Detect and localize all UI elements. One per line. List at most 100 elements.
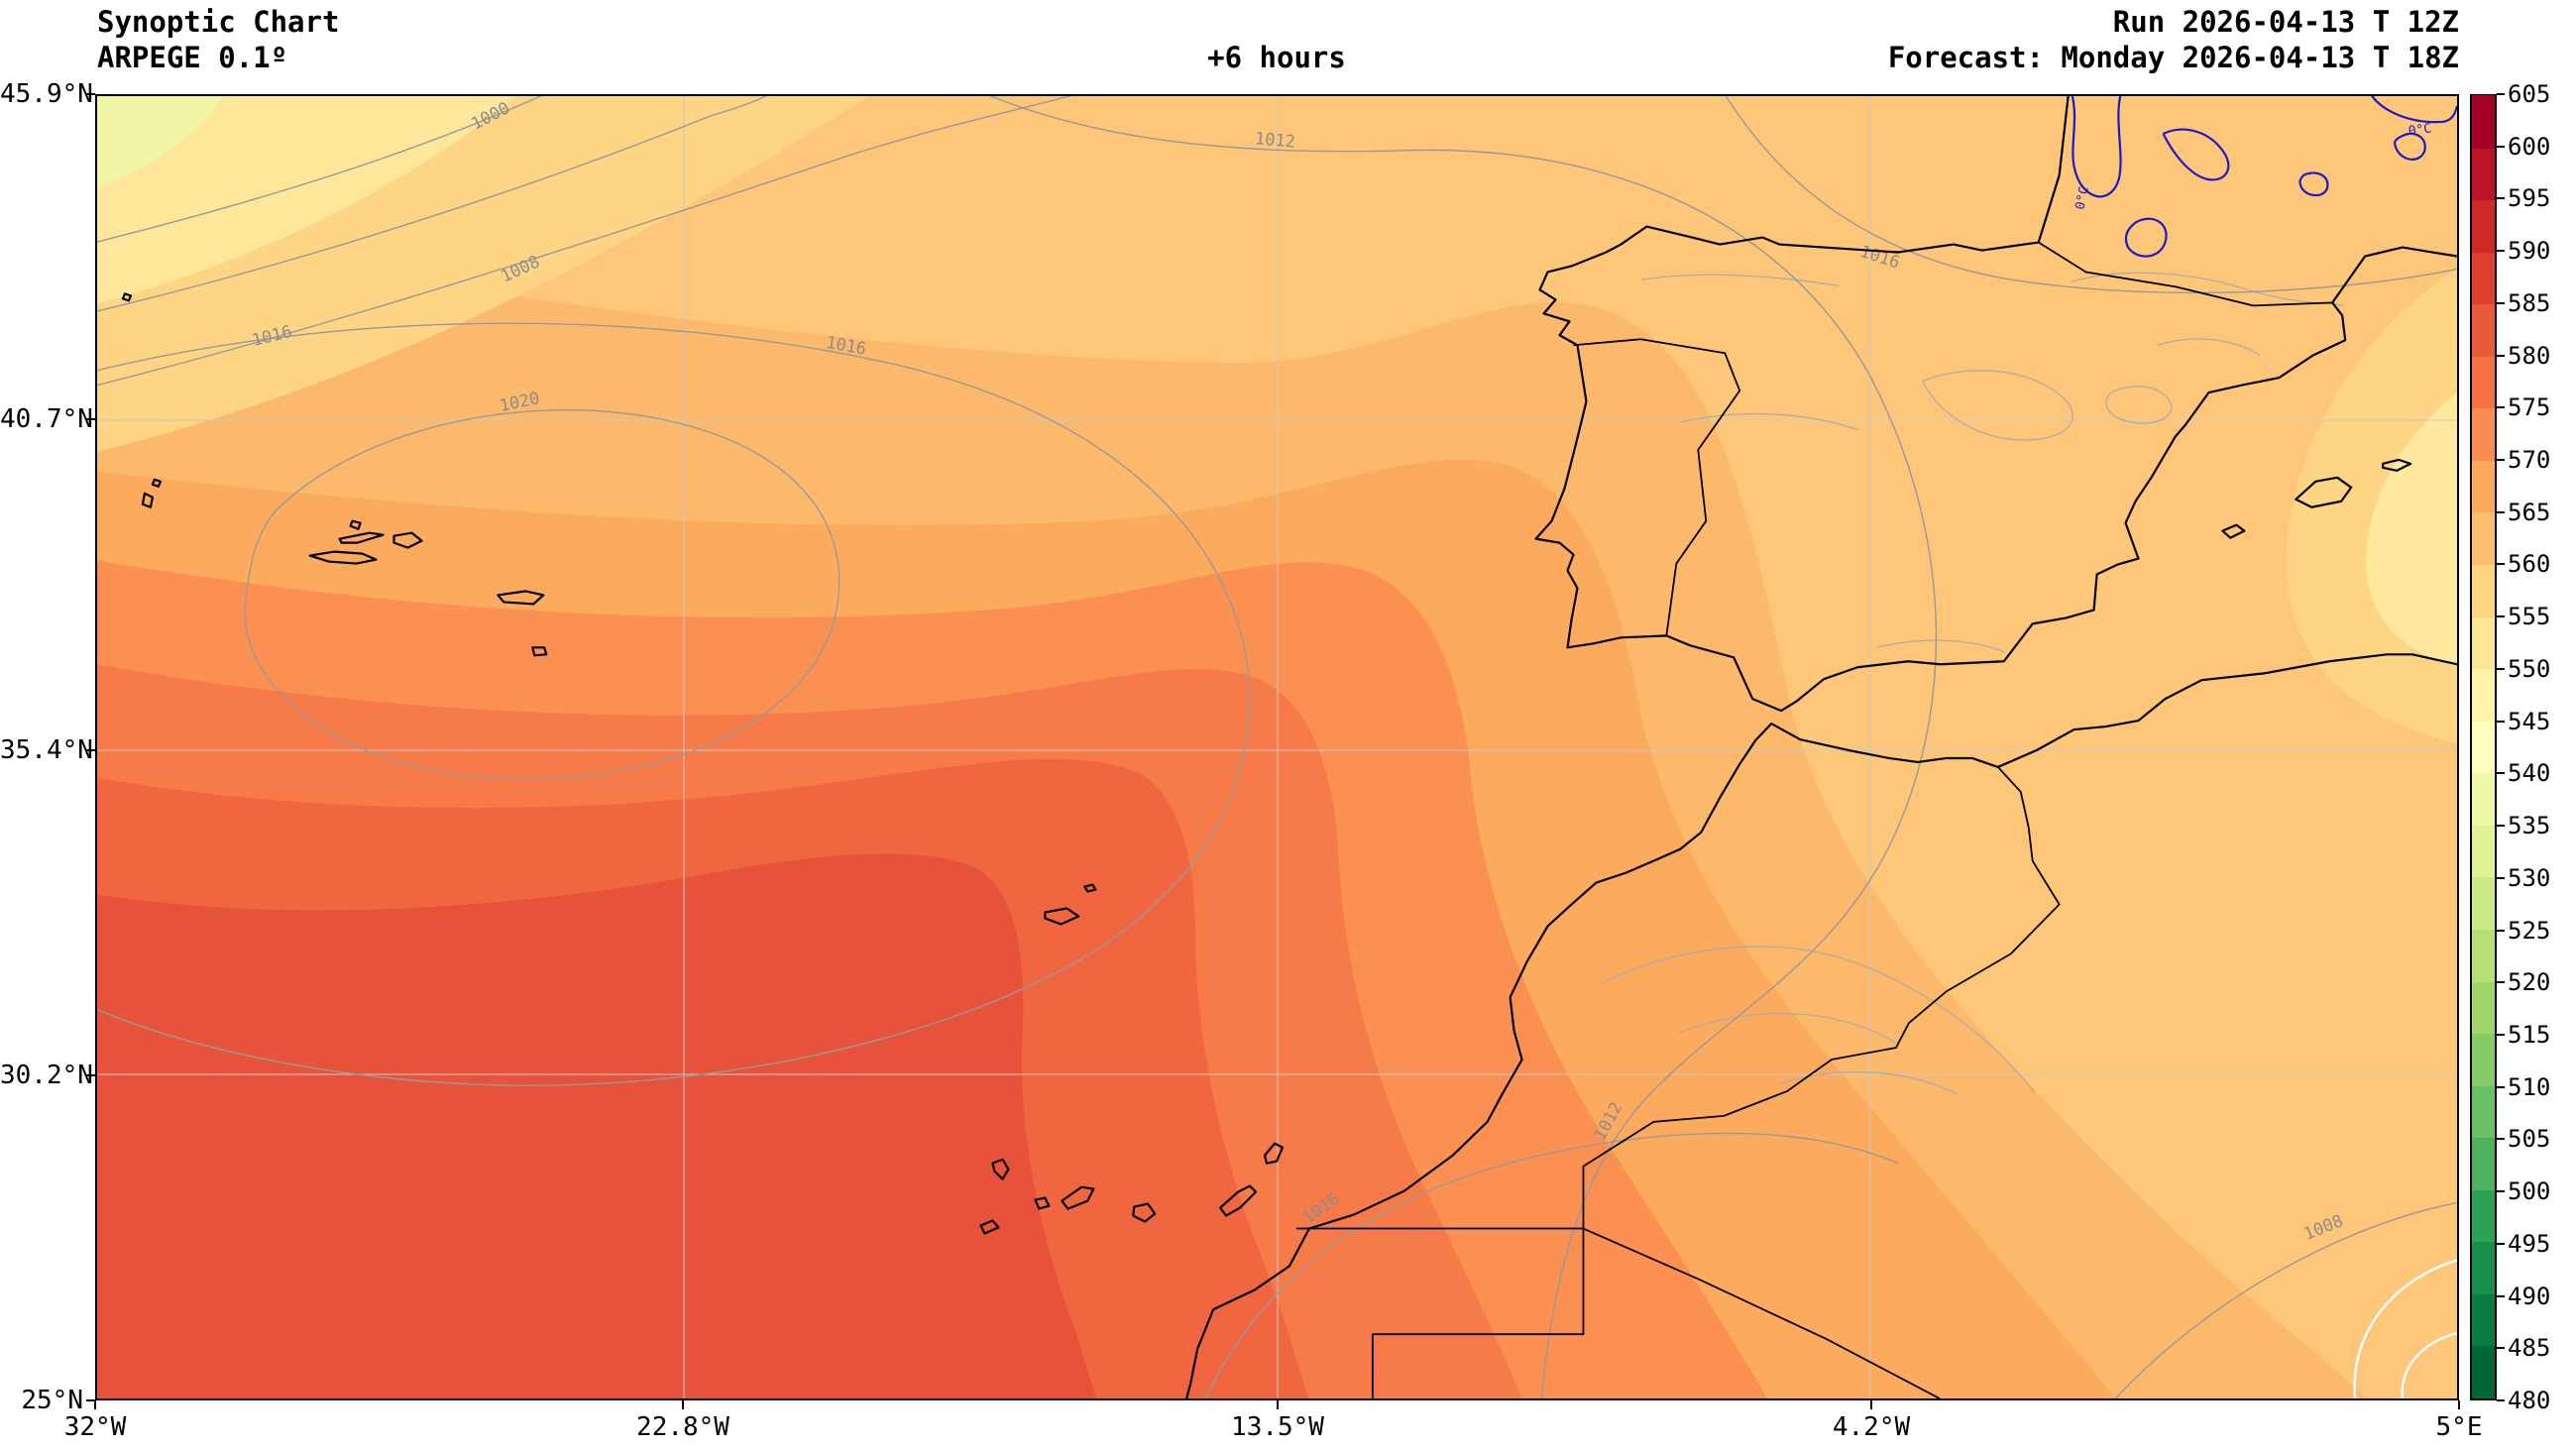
white-contour — [2353, 1259, 2457, 1398]
colorbar-bands — [2472, 95, 2495, 1398]
colorbar-band — [2472, 825, 2495, 878]
colorbar-band — [2472, 147, 2495, 201]
colorbar-band — [2472, 721, 2495, 774]
colorbar-band — [2472, 1137, 2495, 1190]
colorbar-tick — [2497, 1399, 2505, 1401]
colorbar-tick — [2497, 563, 2505, 566]
island-tenerife — [1061, 1185, 1095, 1210]
y-axis-tick — [86, 749, 95, 751]
colorbar-band — [2472, 511, 2495, 566]
island-graciosa — [349, 519, 362, 530]
island-lanzarote — [1263, 1142, 1285, 1165]
colorbar-tick-label: 605 — [2508, 80, 2551, 108]
colorbar-tick — [2497, 876, 2505, 879]
colorbar-band — [2472, 980, 2495, 1035]
colorbar-tick — [2497, 1085, 2505, 1088]
y-axis-tick — [86, 1074, 95, 1076]
colorbar-band — [2472, 1345, 2495, 1398]
colorbar-tick — [2497, 1138, 2505, 1141]
border-algeria-mauritania — [1583, 1227, 1941, 1398]
colorbar-tick-label: 600 — [2508, 132, 2551, 161]
island-santa-maria — [531, 646, 548, 657]
colorbar-tick-label: 575 — [2508, 393, 2551, 422]
colorbar-band — [2472, 303, 2495, 357]
x-axis-tick-label: 22.8°W — [636, 1412, 729, 1442]
colorbar-tick — [2497, 510, 2505, 513]
x-axis-tick-label: 5°E — [2435, 1412, 2483, 1442]
colorbar-tick-label: 495 — [2508, 1229, 2551, 1258]
map-plot-area: 1000 1008 1012 1016 1020 1016 1016 1012 1016 1008… — [95, 94, 2459, 1400]
isobar-label: 1012 — [1254, 128, 1295, 151]
colorbar-tick-label: 540 — [2508, 759, 2551, 788]
colorbar-tick — [2497, 1190, 2505, 1193]
island-sao-jorge — [338, 531, 385, 544]
island-gran-canaria — [1132, 1202, 1157, 1223]
island-mallorca — [2295, 476, 2353, 508]
colorbar-band — [2472, 407, 2495, 461]
colorbar-tick — [2497, 667, 2505, 670]
islet-west — [121, 292, 133, 302]
freezing-level-labels: 0°C 0°C — [2072, 121, 2432, 211]
colorbar-band — [2472, 876, 2495, 930]
isobar-1016-spain — [1725, 96, 2457, 294]
colorbar-tick-label: 550 — [2508, 654, 2551, 683]
colorbar-band — [2472, 1241, 2495, 1294]
colorbar-tick-label: 595 — [2508, 184, 2551, 213]
colorbar-tick — [2497, 615, 2505, 618]
colorbar-tick — [2497, 406, 2505, 409]
colorbar-tick — [2497, 1242, 2505, 1245]
model-label: ARPEGE 0.1º — [97, 41, 288, 74]
coastline-north-africa — [1185, 653, 2457, 1398]
page-title: Synoptic Chart — [97, 5, 340, 39]
colorbar-band — [2472, 199, 2495, 253]
isobar-1000 — [97, 96, 543, 243]
colorbar-tick-label: 545 — [2508, 707, 2551, 735]
country-borders — [1295, 241, 2333, 1398]
island-el-hierro — [979, 1219, 1000, 1235]
colorbar-tick — [2497, 720, 2505, 723]
colorbar-band — [2472, 356, 2495, 409]
x-axis-tick-label: 32°W — [63, 1412, 127, 1442]
isobar-1016-south — [1204, 1132, 1899, 1398]
freezing-level-label: 0°C — [2408, 121, 2432, 139]
colorbar-tick-label: 580 — [2508, 341, 2551, 370]
colorbar-band — [2472, 1033, 2495, 1086]
isobar-1004 — [97, 96, 767, 312]
border-spain-france — [2038, 241, 2333, 307]
colorbar-band — [2472, 929, 2495, 982]
coastlines — [121, 96, 2457, 1398]
colorbar-band — [2472, 615, 2495, 670]
y-axis-tick-label: 35.4°N — [0, 735, 93, 765]
colorbar-band — [2472, 252, 2495, 305]
y-axis-tick-label: 45.9°N — [0, 79, 93, 109]
x-axis-tick — [1870, 1400, 1872, 1409]
colorbar-tick-label: 535 — [2508, 812, 2551, 840]
colorbar-tick — [2497, 301, 2505, 304]
filled-contours — [97, 96, 2457, 1398]
lead-time-label: +6 hours — [1207, 41, 1346, 74]
colorbar-tick — [2497, 1294, 2505, 1297]
colorbar-tick-label: 555 — [2508, 603, 2551, 631]
gridlines — [97, 96, 2457, 1398]
border-spain-portugal — [1573, 338, 1741, 636]
island-flores — [141, 492, 155, 508]
colorbar-tick-label: 565 — [2508, 498, 2551, 526]
colorbar-tick — [2497, 197, 2505, 200]
x-axis-tick — [2458, 1400, 2460, 1409]
freezing-level-label: 0°C — [2072, 185, 2092, 211]
isobar-1012 — [989, 96, 1938, 1398]
y-axis-tick-label: 40.7°N — [0, 404, 93, 434]
colorbar-tick — [2497, 1033, 2505, 1036]
colorbar — [2470, 94, 2497, 1400]
isobar-1020-loop — [244, 408, 840, 780]
run-label: Run 2026-04-13 T 12Z — [2112, 5, 2459, 39]
colorbar-band — [2472, 1189, 2495, 1243]
colorbar-band — [2472, 460, 2495, 513]
colorbar-tick-label: 485 — [2508, 1334, 2551, 1363]
isobar-1008-se — [2115, 1201, 2457, 1398]
colorbar-tick — [2497, 929, 2505, 932]
border-morocco-algeria — [1371, 766, 2061, 1398]
y-axis-tick — [86, 418, 95, 420]
